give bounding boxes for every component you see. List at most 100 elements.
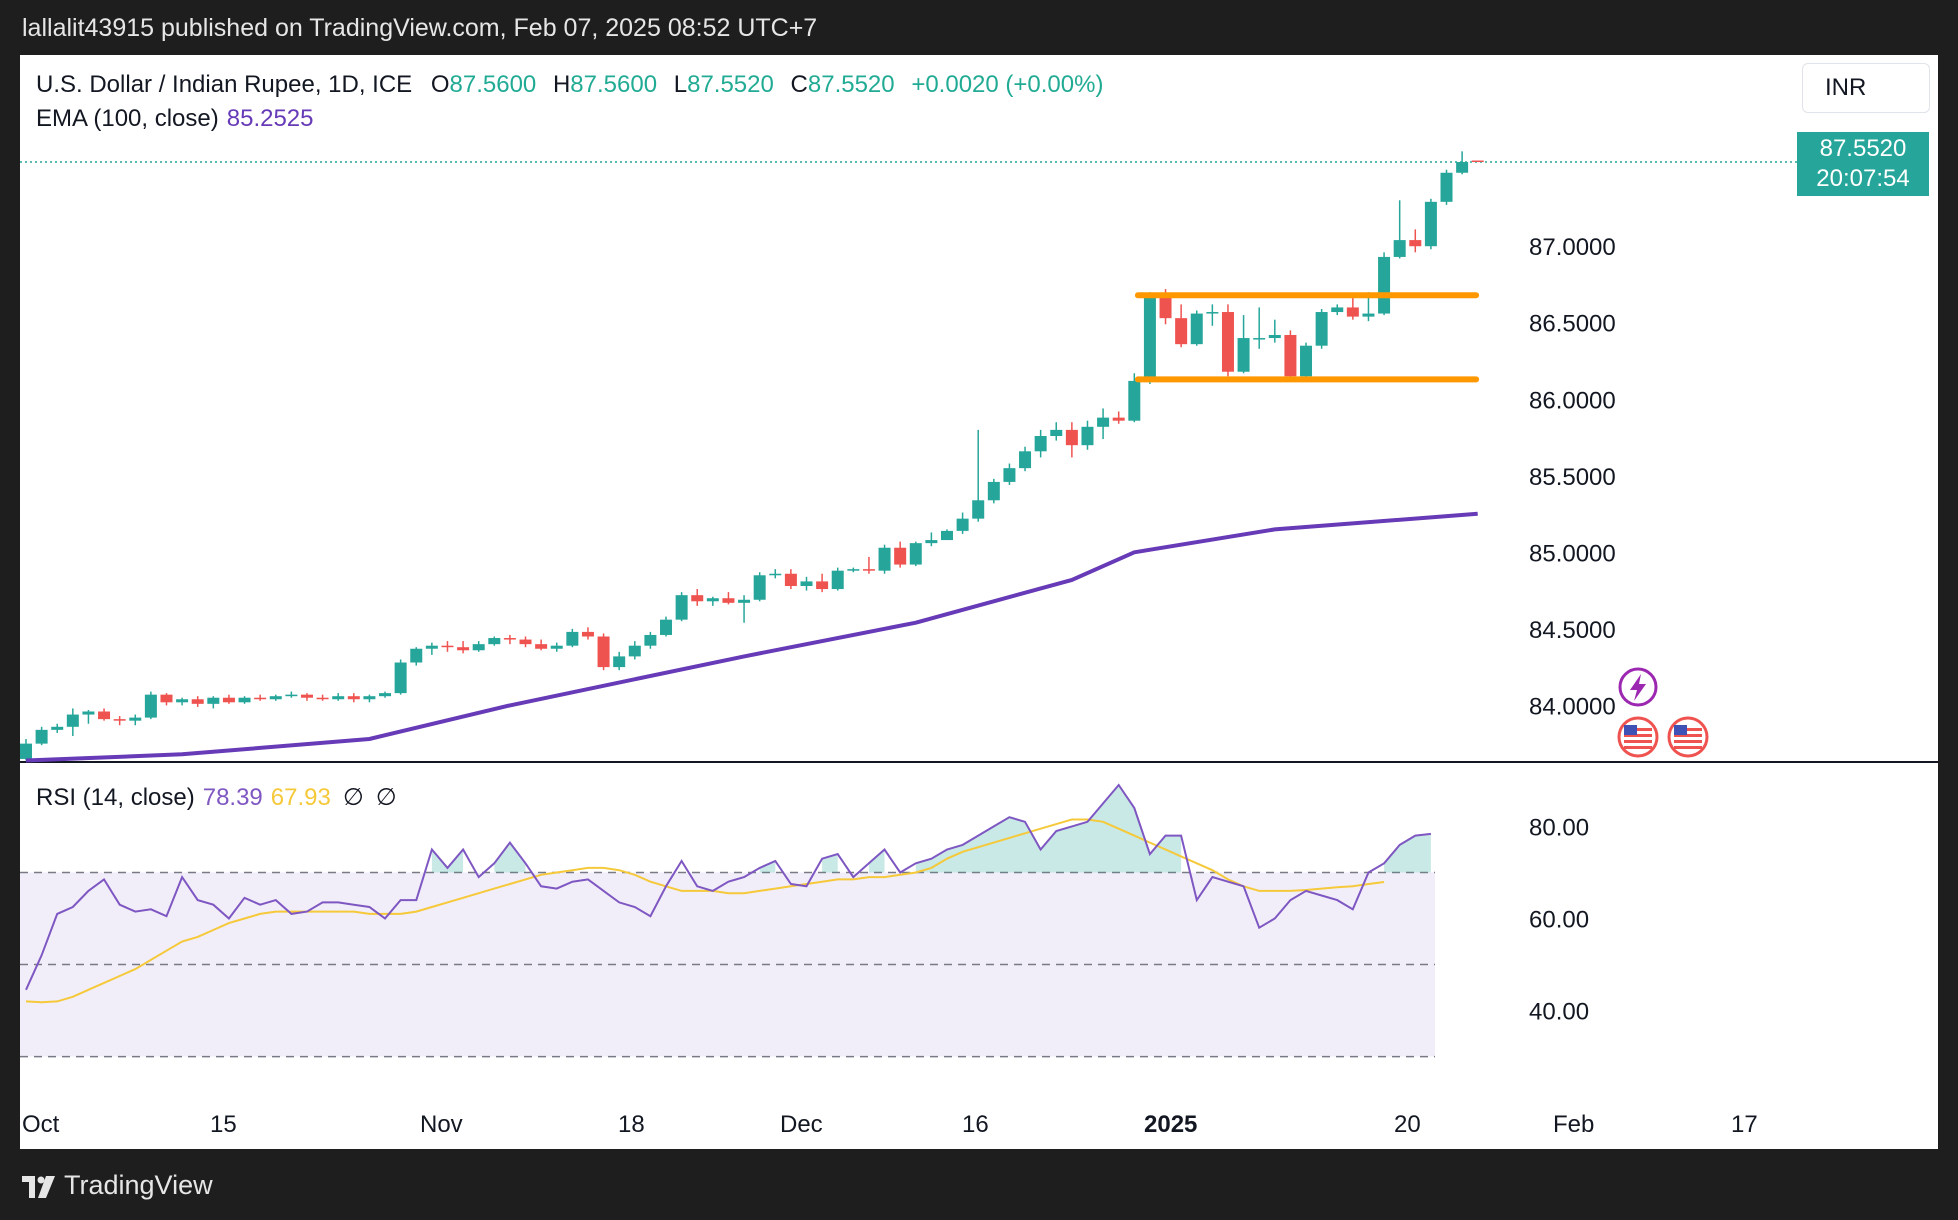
candle-body[interactable]: [238, 697, 251, 703]
candle-body[interactable]: [1128, 380, 1141, 421]
candle-body[interactable]: [1190, 313, 1203, 345]
candle-body[interactable]: [691, 595, 704, 602]
candle-body[interactable]: [878, 547, 891, 571]
candle-body[interactable]: [800, 581, 813, 586]
candle-body[interactable]: [176, 699, 189, 703]
candle-body[interactable]: [410, 648, 423, 663]
brand-footer[interactable]: TradingView: [22, 1170, 213, 1201]
candle-body[interactable]: [1175, 318, 1188, 345]
candle-body[interactable]: [1253, 338, 1266, 340]
candle-body[interactable]: [1471, 160, 1484, 163]
candle-body[interactable]: [566, 631, 579, 646]
candle-body[interactable]: [425, 645, 438, 649]
candle-body[interactable]: [1440, 172, 1453, 202]
candle-body[interactable]: [285, 694, 298, 697]
candle-body[interactable]: [550, 645, 563, 649]
candle-body[interactable]: [1143, 295, 1156, 381]
candle-body[interactable]: [160, 694, 173, 703]
candle-body[interactable]: [628, 645, 641, 657]
candle-body[interactable]: [1159, 295, 1172, 319]
candle-body[interactable]: [1237, 338, 1250, 372]
candle-body[interactable]: [1284, 334, 1297, 377]
candle-body[interactable]: [332, 696, 345, 700]
candle-body[interactable]: [503, 638, 516, 640]
rsi-line[interactable]: [25, 783, 1432, 991]
candle-body[interactable]: [1300, 345, 1313, 377]
candle-body[interactable]: [1034, 436, 1047, 452]
bolt-icon[interactable]: [1618, 667, 1658, 707]
us-flag-icon[interactable]: [1667, 716, 1709, 758]
candle-body[interactable]: [862, 569, 875, 571]
candle-body[interactable]: [113, 719, 126, 721]
candle-body[interactable]: [144, 694, 157, 718]
candle-body[interactable]: [972, 500, 985, 519]
candle-body[interactable]: [457, 647, 470, 651]
candle-body[interactable]: [1221, 312, 1234, 372]
rsi-legend[interactable]: RSI (14, close) 78.39 67.93 ∅ ∅: [36, 783, 397, 812]
candle-body[interactable]: [956, 518, 969, 531]
candle-body[interactable]: [1315, 312, 1328, 346]
candle-body[interactable]: [394, 662, 407, 694]
candle-body[interactable]: [1206, 312, 1219, 314]
candle-body[interactable]: [1268, 334, 1281, 339]
candle-body[interactable]: [816, 581, 829, 590]
candle-body[interactable]: [987, 481, 1000, 501]
candle-body[interactable]: [300, 694, 313, 698]
ema-legend[interactable]: EMA (100, close) 85.2525: [36, 105, 314, 133]
candle-body[interactable]: [753, 575, 766, 600]
candle-body[interactable]: [1378, 256, 1391, 314]
candle-body[interactable]: [1331, 307, 1344, 313]
candle-body[interactable]: [1409, 240, 1422, 247]
candle-body[interactable]: [347, 696, 360, 700]
candle-body[interactable]: [254, 697, 267, 700]
candle-body[interactable]: [207, 697, 220, 704]
candle-body[interactable]: [925, 540, 938, 544]
candle-body[interactable]: [894, 547, 907, 565]
chart-canvas[interactable]: 84.0000 84.5000 85.0000 85.5000 86.0000 86.50…: [20, 55, 1938, 1149]
candle-body[interactable]: [1003, 468, 1016, 482]
candle-body[interactable]: [660, 619, 673, 635]
candle-body[interactable]: [581, 631, 594, 637]
candle-body[interactable]: [706, 598, 719, 602]
candle-body[interactable]: [1424, 201, 1437, 247]
candle-body[interactable]: [644, 634, 657, 646]
candle-body[interactable]: [1456, 162, 1469, 173]
candle-body[interactable]: [363, 696, 376, 700]
candle-body[interactable]: [1362, 313, 1375, 317]
candle-body[interactable]: [222, 697, 235, 703]
candle-body[interactable]: [316, 697, 329, 700]
candle-body[interactable]: [940, 530, 953, 541]
candle-body[interactable]: [1097, 417, 1110, 427]
candle-body[interactable]: [129, 717, 142, 721]
candle-body[interactable]: [51, 726, 64, 730]
candle-body[interactable]: [20, 743, 32, 759]
candle-body[interactable]: [535, 644, 548, 649]
candle-body[interactable]: [1112, 417, 1125, 421]
candle-body[interactable]: [488, 638, 501, 645]
candle-body[interactable]: [1065, 429, 1078, 446]
candle-body[interactable]: [831, 570, 844, 590]
candle-body[interactable]: [1346, 307, 1359, 317]
candle-body[interactable]: [1081, 426, 1094, 446]
candle-body[interactable]: [1019, 451, 1032, 469]
candle-body[interactable]: [722, 598, 735, 603]
candle-body[interactable]: [519, 639, 532, 645]
candle-body[interactable]: [35, 729, 48, 744]
chart-frame[interactable]: 84.0000 84.5000 85.0000 85.5000 86.0000 86.50…: [20, 55, 1938, 1149]
candle-body[interactable]: [784, 573, 797, 586]
candle-body[interactable]: [847, 569, 860, 571]
candle-body[interactable]: [738, 599, 751, 603]
currency-button[interactable]: INR: [1802, 63, 1930, 113]
candle-body[interactable]: [1050, 429, 1063, 436]
us-flag-icon[interactable]: [1617, 716, 1659, 758]
candle-body[interactable]: [66, 714, 79, 727]
candle-body[interactable]: [1393, 240, 1406, 257]
candle-body[interactable]: [909, 543, 922, 565]
candle-body[interactable]: [441, 645, 454, 648]
candle-body[interactable]: [675, 595, 688, 620]
candle-body[interactable]: [98, 711, 111, 720]
candle-body[interactable]: [613, 656, 626, 668]
ema-line[interactable]: [25, 511, 1478, 763]
candle-body[interactable]: [597, 636, 610, 668]
candle-body[interactable]: [269, 696, 282, 700]
